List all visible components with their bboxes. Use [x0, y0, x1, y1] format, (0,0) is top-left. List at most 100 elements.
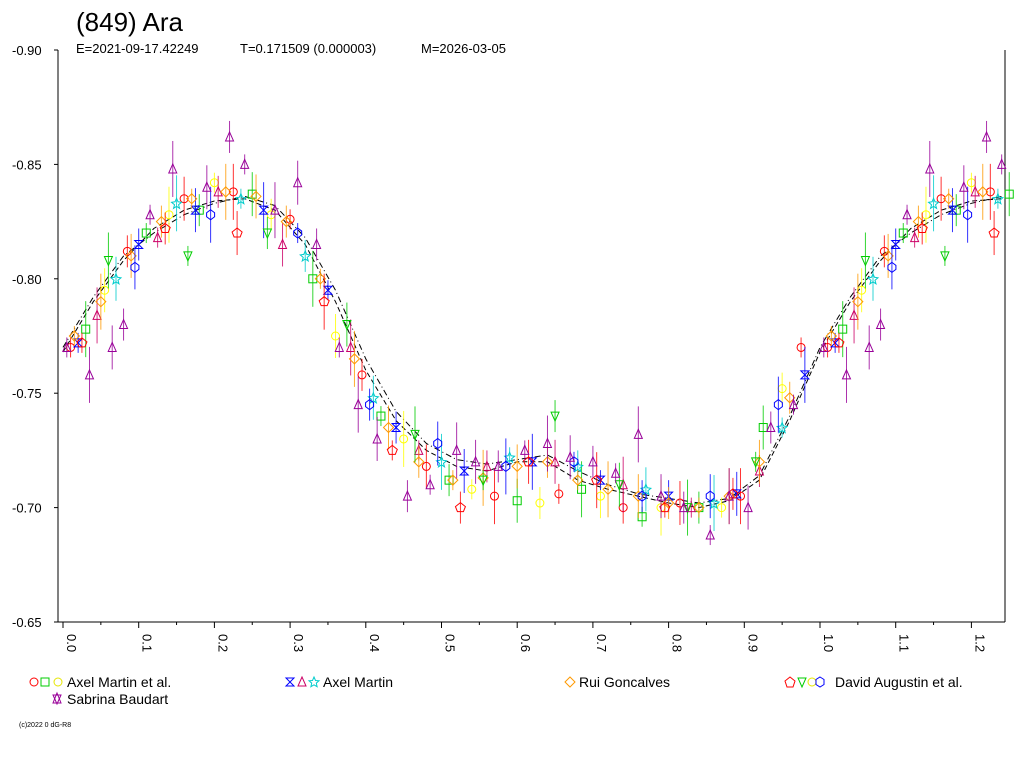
- data-point-axel-martin: [550, 455, 560, 467]
- data-point-axel-martin-et-al: [308, 274, 318, 284]
- data-point-david-augustin-et-al: [887, 261, 897, 273]
- data-point-david-augustin-et-al: [940, 251, 950, 263]
- data-point-rui-goncalves: [382, 421, 395, 434]
- data-point-axel-martin-et-al: [228, 187, 238, 197]
- data-point-axel-martin-et-al: [489, 491, 499, 501]
- data-point-sabrina-baudart: [493, 460, 504, 471]
- data-point-david-augustin-et-al: [750, 457, 761, 469]
- data-point-sabrina-baudart: [724, 489, 734, 501]
- data-point-axel-martin: [829, 338, 841, 348]
- data-point-david-augustin-et-al: [342, 320, 352, 331]
- y-tick-label: -0.65: [12, 615, 42, 630]
- x-tick-label: 0.2: [215, 634, 230, 652]
- data-point-david-augustin-et-al: [159, 222, 171, 233]
- data-point-david-augustin-et-al: [773, 399, 783, 411]
- mean-date-label: M=2026-03-05: [421, 41, 506, 56]
- data-point-sabrina-baudart: [588, 455, 598, 467]
- legend-marker-triangle-purple-inverted: [52, 694, 62, 706]
- period-label: T=0.171509 (0.000003): [240, 41, 376, 56]
- data-point-david-augustin-et-al: [614, 480, 625, 491]
- y-tick-label: -0.80: [12, 272, 42, 287]
- data-point-sabrina-baudart: [451, 444, 462, 455]
- data-point-axel-martin: [190, 205, 201, 215]
- data-point-sabrina-baudart: [145, 208, 155, 220]
- data-point-axel-martin: [991, 192, 1005, 205]
- legend-label-rui-goncalves: Rui Goncalves: [579, 674, 670, 690]
- legend-marker-square-green: [40, 677, 50, 687]
- x-tick-label: 1.2: [972, 634, 987, 652]
- data-point-david-augustin-et-al: [963, 209, 973, 221]
- legend-item-axel-martin-et-al: Axel Martin et al.: [29, 674, 171, 690]
- x-tick-label: 0.7: [594, 634, 609, 652]
- data-point-axel-martin: [927, 197, 940, 210]
- data-point-axel-martin-et-al: [512, 496, 522, 506]
- data-point-axel-martin: [459, 466, 470, 476]
- data-point-axel-martin: [299, 249, 312, 263]
- data-point-rui-goncalves: [602, 483, 614, 496]
- data-point-axel-martin: [849, 309, 859, 320]
- legend-marker-hourglass-blue: [284, 677, 296, 687]
- data-point-david-augustin-et-al: [318, 296, 330, 307]
- data-point-david-augustin-et-al: [386, 444, 398, 455]
- data-point-sabrina-baudart: [819, 341, 829, 352]
- data-point-axel-martin: [482, 460, 492, 471]
- x-tick-label: 0.1: [140, 634, 155, 652]
- data-point-sabrina-baudart: [633, 428, 644, 439]
- x-tick-label: 1.0: [821, 634, 836, 652]
- data-point-axel-martin: [72, 338, 84, 348]
- legend-marker-down-triangle-green: [797, 677, 807, 689]
- data-point-axel-martin-et-al: [898, 228, 908, 238]
- x-tick-label: 0.6: [518, 634, 533, 652]
- data-point-david-augustin-et-al: [988, 227, 1000, 238]
- legend-marker-pentagon-red: [784, 676, 796, 688]
- copyright-label: (c)2022 0 dG-R8: [19, 722, 71, 729]
- y-tick-label: -0.90: [12, 43, 42, 58]
- data-point-sabrina-baudart: [981, 130, 992, 142]
- data-point-axel-martin: [686, 501, 697, 513]
- data-point-david-augustin-et-al: [103, 255, 114, 267]
- data-point-david-augustin-et-al: [916, 222, 928, 233]
- data-point-sabrina-baudart: [766, 421, 776, 433]
- data-point-sabrina-baudart: [743, 501, 753, 513]
- data-point-sabrina-baudart: [678, 501, 689, 513]
- data-point-sabrina-baudart: [705, 528, 716, 540]
- data-point-sabrina-baudart: [334, 341, 345, 352]
- legend-item-rui-goncalves: Rui Goncalves: [564, 674, 670, 690]
- x-tick-label: 0.9: [745, 634, 760, 652]
- data-point-rui-goncalves: [220, 186, 232, 198]
- data-point-axel-martin-et-al: [535, 498, 545, 508]
- data-point-sabrina-baudart: [239, 158, 250, 169]
- legend-label-axel-martin-et-al: Axel Martin et al.: [67, 674, 171, 690]
- data-point-axel-martin: [258, 205, 269, 215]
- data-point-rui-goncalves: [95, 295, 107, 308]
- data-point-sabrina-baudart: [84, 368, 95, 380]
- data-point-rui-goncalves: [348, 353, 361, 365]
- data-point-david-augustin-et-al: [682, 503, 693, 514]
- y-tick-label: -0.70: [12, 501, 42, 516]
- data-point-sabrina-baudart: [565, 451, 575, 462]
- data-point-david-augustin-et-al: [454, 501, 467, 513]
- data-point-rui-goncalves: [852, 295, 864, 308]
- data-point-sabrina-baudart: [656, 489, 666, 501]
- data-point-axel-martin-et-al: [179, 194, 189, 204]
- data-point-rui-goncalves: [977, 186, 989, 198]
- data-point-sabrina-baudart: [902, 208, 912, 220]
- legend-marker-hexagon-yellow: [807, 677, 817, 687]
- legend-marker-triangle-magenta: [297, 675, 307, 687]
- data-point-david-augustin-et-al: [293, 227, 303, 239]
- data-point-axel-martin-et-al: [467, 484, 477, 494]
- data-point-sabrina-baudart: [107, 341, 117, 352]
- data-point-axel-martin-et-al: [1004, 189, 1014, 199]
- data-point-david-augustin-et-al: [705, 490, 715, 502]
- data-point-sabrina-baudart: [959, 181, 969, 192]
- data-point-rui-goncalves: [250, 190, 262, 203]
- data-point-sabrina-baudart: [372, 432, 382, 444]
- data-point-david-augustin-et-al: [206, 209, 216, 221]
- data-point-axel-martin: [799, 370, 811, 380]
- data-point-sabrina-baudart: [788, 398, 799, 410]
- data-point-sabrina-baudart: [542, 437, 553, 449]
- data-point-axel-martin-et-al: [717, 503, 727, 513]
- data-point-david-augustin-et-al: [433, 437, 443, 450]
- data-point-axel-martin: [277, 238, 288, 249]
